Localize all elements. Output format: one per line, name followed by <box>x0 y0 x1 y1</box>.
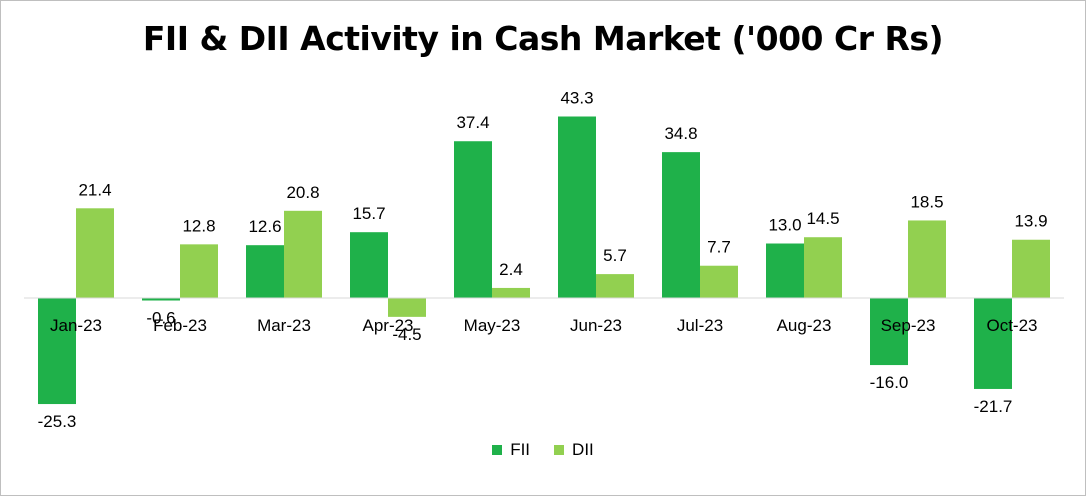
bar-fii-oct-23 <box>974 298 1012 389</box>
legend-item-dii: DII <box>554 440 594 460</box>
bar-dii-may-23 <box>492 287 530 298</box>
bar-dii-sep-23 <box>908 220 946 298</box>
bar-dii-feb-23 <box>180 244 218 298</box>
bar-fii-apr-23 <box>350 232 388 298</box>
bar-dii-oct-23 <box>1012 239 1050 298</box>
bar-dii-apr-23 <box>388 298 426 317</box>
bar-dii-mar-23 <box>284 210 322 298</box>
bar-fii-jul-23 <box>662 152 700 298</box>
data-label-fii-aug-23: 13.0 <box>768 216 801 235</box>
bar-dii-jan-23 <box>76 208 114 298</box>
x-tick-label-sep-23: Sep-23 <box>881 316 936 335</box>
chart-title: FII & DII Activity in Cash Market ('000 … <box>142 19 944 58</box>
bar-dii-jul-23 <box>700 265 738 298</box>
bar-fii-feb-23 <box>142 298 180 301</box>
data-label-dii-jul-23: 7.7 <box>707 238 731 257</box>
data-label-fii-feb-23: -0.6 <box>146 309 175 328</box>
legend-label-dii: DII <box>572 440 594 459</box>
data-label-dii-feb-23: 12.8 <box>182 216 215 235</box>
x-tick-label-apr-23: Apr-23 <box>362 316 413 335</box>
legend-swatch-fii <box>492 445 503 455</box>
x-tick-label-jan-23: Jan-23 <box>50 316 102 335</box>
data-label-fii-sep-23: -16.0 <box>870 373 909 392</box>
x-tick-label-jul-23: Jul-23 <box>677 316 723 335</box>
bar-fii-sep-23 <box>870 298 908 366</box>
data-label-dii-apr-23: -4.5 <box>392 325 421 344</box>
bar-fii-jun-23 <box>558 116 596 298</box>
data-label-dii-oct-23: 13.9 <box>1014 212 1047 231</box>
data-label-fii-jun-23: 43.3 <box>560 89 593 108</box>
bar-fii-jan-23 <box>38 298 76 405</box>
x-tick-label-mar-23: Mar-23 <box>257 316 311 335</box>
x-tick-label-may-23: May-23 <box>464 316 521 335</box>
bar-dii-aug-23 <box>804 237 842 298</box>
data-label-fii-oct-23: -21.7 <box>974 397 1013 416</box>
data-label-fii-jan-23: -25.3 <box>38 412 77 431</box>
data-label-fii-jul-23: 34.8 <box>664 124 697 143</box>
data-label-fii-mar-23: 12.6 <box>248 217 281 236</box>
x-tick-label-jun-23: Jun-23 <box>570 316 622 335</box>
legend-item-fii: FII <box>492 440 530 460</box>
data-label-dii-jun-23: 5.7 <box>603 246 627 265</box>
data-label-dii-mar-23: 20.8 <box>286 183 319 202</box>
x-tick-label-feb-23: Feb-23 <box>153 316 207 335</box>
chart-legend: FII DII <box>1 440 1085 460</box>
data-label-dii-jan-23: 21.4 <box>78 180 111 199</box>
legend-swatch-dii <box>554 445 565 455</box>
bar-fii-aug-23 <box>766 243 804 298</box>
legend-label-fii: FII <box>510 440 531 459</box>
data-label-fii-apr-23: 15.7 <box>352 204 385 223</box>
bar-fii-may-23 <box>454 141 492 298</box>
data-label-fii-may-23: 37.4 <box>456 113 489 132</box>
x-tick-label-aug-23: Aug-23 <box>777 316 832 335</box>
bar-fii-mar-23 <box>246 245 284 298</box>
x-tick-label-oct-23: Oct-23 <box>986 316 1037 335</box>
data-label-dii-may-23: 2.4 <box>499 260 523 279</box>
data-label-dii-sep-23: 18.5 <box>910 192 943 211</box>
bar-dii-jun-23 <box>596 274 634 298</box>
data-label-dii-aug-23: 14.5 <box>806 209 839 228</box>
